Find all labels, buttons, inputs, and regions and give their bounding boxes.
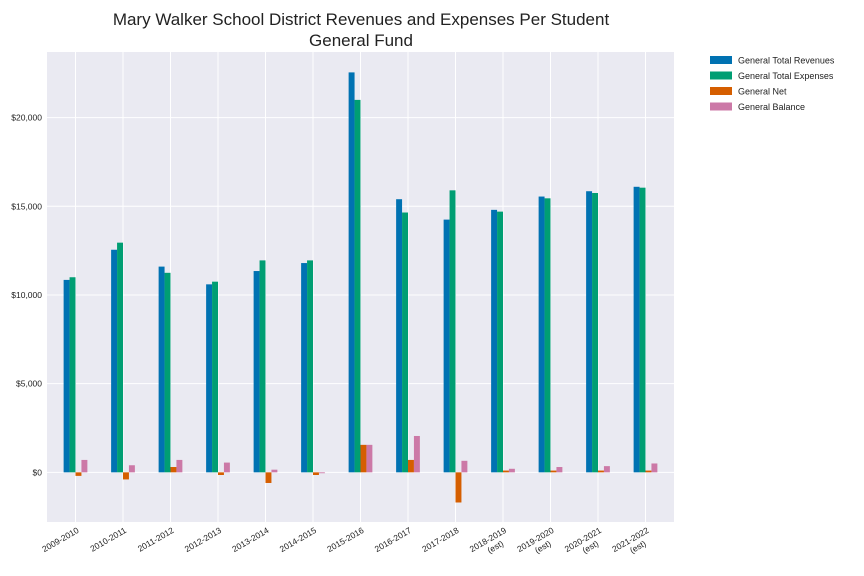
bar — [413, 435, 420, 473]
legend-swatch — [710, 71, 732, 80]
svg-text:2010-2011: 2010-2011 — [88, 525, 128, 554]
svg-text:2014-2015: 2014-2015 — [278, 525, 318, 554]
svg-text:2013-2014: 2013-2014 — [230, 525, 270, 554]
svg-text:2017-2018: 2017-2018 — [420, 525, 460, 554]
bar — [212, 281, 218, 473]
bar — [206, 284, 213, 473]
svg-text:2020-2021(est): 2020-2021(est) — [563, 525, 608, 563]
bar — [360, 444, 367, 473]
bar — [307, 260, 313, 473]
bar — [259, 260, 266, 473]
bar — [218, 472, 224, 475]
chart-title-line-2: General Fund — [309, 31, 413, 50]
x-tick-labels: 2009-2010 2010-2011 2011-2012 2012-2013 2013… — [40, 525, 655, 563]
bar — [633, 186, 640, 473]
bar — [544, 198, 551, 473]
bar — [461, 460, 468, 473]
bar — [503, 470, 509, 473]
svg-text:2019-2020(est): 2019-2020(est) — [515, 525, 560, 563]
legend-swatch — [710, 87, 732, 95]
bar — [491, 209, 498, 473]
bar — [123, 472, 129, 480]
y-tick-label: $0 — [33, 467, 43, 477]
bar — [318, 472, 325, 474]
bar — [497, 211, 503, 473]
bar — [348, 72, 355, 473]
legend-label: General Total Revenues — [738, 56, 835, 66]
bar — [63, 279, 70, 473]
bar — [592, 193, 598, 473]
svg-text:2016-2017: 2016-2017 — [373, 525, 413, 554]
x-tick-label: 2019-2020(est) — [515, 525, 560, 563]
y-tick-label: $15,000 — [11, 201, 42, 211]
bar — [158, 266, 165, 473]
bar — [271, 469, 278, 473]
y-tick-label: $5,000 — [16, 379, 42, 389]
bar — [586, 191, 593, 473]
legend-swatch — [710, 56, 732, 64]
bar — [651, 463, 658, 473]
bar — [402, 212, 408, 473]
bar — [164, 272, 171, 473]
y-tick-label: $10,000 — [11, 290, 42, 300]
y-tick-labels: $0 $5,000 $10,000 $15,000 $20,000 — [11, 113, 42, 478]
bar — [176, 459, 183, 473]
bar — [449, 190, 456, 473]
bar — [170, 467, 177, 473]
bar — [408, 459, 414, 473]
bar — [603, 466, 610, 473]
x-tick-label: 2021-2022(est) — [610, 525, 655, 563]
legend-label: General Total Expenses — [738, 71, 834, 81]
bar — [538, 196, 545, 473]
chart-title-line-1: Mary Walker School District Revenues and… — [113, 10, 610, 29]
x-tick-label: 2017-2018 — [420, 525, 460, 554]
x-tick-label: 2018-2019(est) — [468, 525, 513, 563]
bars — [63, 72, 658, 503]
svg-text:2009-2010: 2009-2010 — [40, 525, 80, 554]
bar — [645, 470, 652, 473]
bar — [301, 263, 308, 473]
x-tick-label: 2012-2013 — [183, 525, 223, 554]
x-tick-label: 2015-2016 — [325, 525, 365, 554]
bar — [313, 472, 319, 475]
bar — [223, 462, 230, 473]
svg-text:2021-2022(est): 2021-2022(est) — [610, 525, 655, 563]
bar — [128, 465, 135, 473]
x-tick-label: 2020-2021(est) — [563, 525, 608, 563]
bar — [366, 444, 373, 473]
bar — [396, 199, 403, 473]
svg-text:2018-2019(est): 2018-2019(est) — [468, 525, 513, 563]
y-tick-label: $20,000 — [11, 113, 42, 123]
legend-swatch — [710, 102, 732, 111]
bar — [354, 99, 361, 473]
bar — [550, 470, 557, 473]
bar — [598, 470, 604, 473]
x-tick-label: 2016-2017 — [373, 525, 413, 554]
bar — [117, 242, 123, 473]
legend: General Total Revenues General Total Expe… — [710, 56, 835, 112]
svg-text:2012-2013: 2012-2013 — [183, 525, 223, 554]
x-tick-label: 2011-2012 — [136, 525, 176, 554]
bar — [111, 249, 118, 473]
legend-label: General Net — [738, 87, 787, 97]
x-tick-label: 2009-2010 — [40, 525, 80, 554]
bar — [443, 219, 450, 473]
svg-text:2015-2016: 2015-2016 — [325, 525, 365, 554]
bar — [265, 472, 272, 483]
bar — [556, 467, 563, 473]
legend-label: General Balance — [738, 102, 805, 112]
bar — [455, 472, 462, 503]
bar — [253, 271, 260, 473]
x-tick-label: 2013-2014 — [230, 525, 270, 554]
bar — [508, 468, 515, 473]
x-tick-label: 2014-2015 — [278, 525, 318, 554]
bar — [81, 459, 88, 473]
bar — [69, 277, 76, 473]
x-tick-label: 2010-2011 — [88, 525, 128, 554]
bar — [75, 472, 82, 476]
svg-text:2011-2012: 2011-2012 — [136, 525, 176, 554]
bar — [639, 187, 646, 473]
